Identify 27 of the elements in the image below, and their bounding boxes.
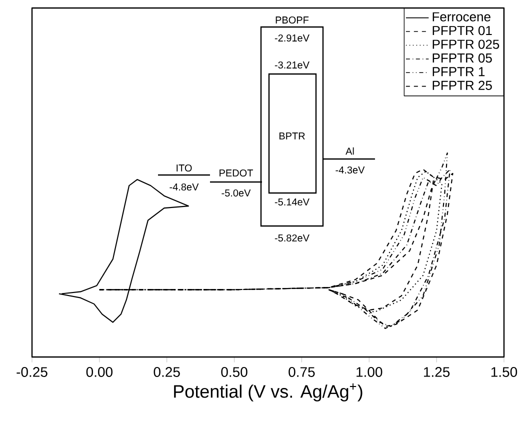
annotation: -4.8eV (170, 183, 199, 191)
annotation: -5.0eV (222, 189, 251, 197)
x-tick-label: 0.00 (86, 367, 113, 377)
x-tick-label: 1.50 (491, 367, 518, 377)
x-tick-label: 1.25 (424, 367, 450, 377)
text: PBOPF (276, 16, 309, 24)
x-axis-title: Potential (V vs. Ag/Ag$^{+}$) (174, 383, 362, 402)
annotation: -5.14eV (274, 198, 310, 206)
legend-label: Ferrocene (432, 12, 490, 22)
x-tick-label: -0.25 (16, 367, 48, 377)
legend-label: PFPTR 05 (432, 53, 492, 63)
x-tick-label: 0.75 (288, 367, 315, 377)
x-tick-label: 1.00 (356, 367, 382, 377)
annotation: Al (346, 147, 354, 155)
x-tick-label: 0.25 (154, 367, 180, 377)
legend-label: PFPTR 01 (432, 26, 492, 36)
text: -2.91eV (274, 34, 310, 42)
annotation: -5.82eV (274, 234, 310, 242)
legend-label: PFPTR 25 (432, 80, 492, 90)
text: BPTR (279, 132, 305, 140)
annotation: ITO (176, 164, 192, 172)
text: -3.21eV (274, 61, 310, 69)
legend-label: PFPTR 025 (432, 40, 500, 49)
annotation: -4.3eV (336, 166, 365, 174)
legend-label: PFPTR 1 (432, 67, 485, 76)
annotation: PEDOT (220, 169, 253, 177)
x-tick-label: 0.50 (221, 367, 248, 377)
